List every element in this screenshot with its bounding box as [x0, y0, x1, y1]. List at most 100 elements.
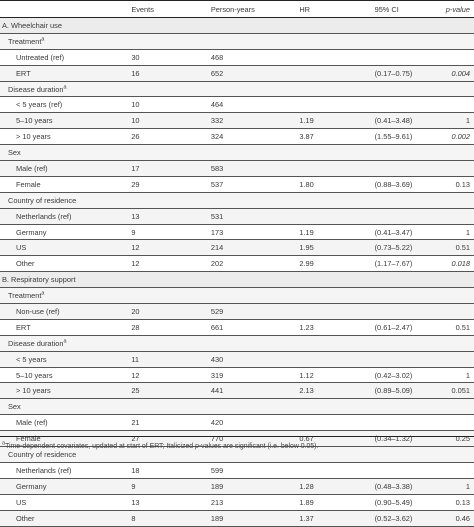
group-label-cell: Country of residence	[0, 192, 474, 209]
row-label: Germany	[0, 478, 132, 495]
cell-hr: 1.12	[299, 367, 375, 384]
cell-p-value	[436, 303, 474, 320]
cell-hr: 1.37	[299, 510, 375, 527]
cell-p-value: 1	[436, 224, 474, 241]
row-label: Non-use (ref)	[0, 303, 132, 320]
cell-ci: (0.41–3.48)	[374, 112, 437, 130]
row-label: Female	[0, 176, 132, 193]
header-person-years: Person-years	[210, 0, 300, 18]
cell-p-value: 0.002	[436, 128, 474, 146]
cell-events: 18	[131, 462, 211, 479]
cell-ci: (1.55–9.61)	[374, 128, 437, 146]
group-label: Disease duration	[8, 338, 64, 348]
table-row: Germany 9 173 1.19 (0.41–3.47) 1	[0, 224, 474, 241]
footnote-rule	[0, 436, 474, 437]
cell-ci: (0.89–5.09)	[374, 382, 437, 400]
group-row: Sex	[0, 398, 474, 416]
cell-person-years: 173	[210, 224, 300, 241]
cell-ci: (0.90–5.49)	[374, 494, 437, 511]
cell-person-years: 430	[210, 351, 300, 368]
cell-person-years: 202	[210, 255, 300, 273]
cell-hr	[299, 414, 375, 432]
cell-ci: (0.61–2.47)	[374, 319, 437, 336]
row-label: > 10 years	[0, 382, 132, 400]
cell-hr	[299, 351, 375, 368]
row-label: < 5 years	[0, 351, 132, 368]
cell-person-years: 189	[210, 510, 300, 527]
cell-events: 17	[131, 160, 211, 177]
cell-events: 21	[131, 414, 211, 432]
cell-ci	[374, 303, 437, 320]
cell-p-value: 1	[436, 367, 474, 384]
group-row: Treatmenta	[0, 287, 474, 305]
group-label-cell: Treatmenta	[0, 33, 474, 50]
group-label-sup: a	[63, 338, 67, 345]
table-row: Untreated (ref) 30 468	[0, 49, 474, 66]
cell-p-value: 0.13	[436, 494, 474, 511]
cell-person-years: 324	[210, 128, 300, 146]
cell-ci	[374, 351, 437, 368]
group-row: Treatmenta	[0, 33, 474, 50]
cell-person-years: 537	[210, 176, 300, 193]
cell-hr	[299, 65, 375, 82]
group-label: Treatment	[8, 291, 42, 301]
row-label: US	[0, 239, 132, 257]
row-label: Other	[0, 510, 132, 527]
cell-person-years: 464	[210, 96, 300, 114]
header-hr: HR	[299, 0, 375, 18]
cell-person-years: 661	[210, 319, 300, 336]
group-row: Sex	[0, 144, 474, 162]
cell-events: 13	[131, 494, 211, 511]
row-label: 5–10 years	[0, 112, 132, 130]
section-row: B. Respiratory support	[0, 271, 474, 289]
cell-events: 27	[131, 430, 211, 448]
cell-hr: 1.28	[299, 478, 375, 495]
table-header-row: Events Person-years HR 95% CI p-value	[0, 0, 474, 18]
section-row: A. Wheelchair use	[0, 17, 474, 34]
cell-events: 11	[131, 351, 211, 368]
cell-events: 12	[131, 367, 211, 384]
table-row: Female 27 770 0.67 (0.34–1.32) 0.25	[0, 430, 474, 448]
cell-p-value: 0.25	[436, 430, 474, 448]
cell-events: 29	[131, 176, 211, 193]
table-row: Male (ref) 17 583	[0, 160, 474, 177]
cell-person-years: 770	[210, 430, 300, 448]
cell-person-years: 420	[210, 414, 300, 432]
group-label-cell: Disease durationa	[0, 81, 474, 98]
group-row: Country of residence	[0, 192, 474, 209]
cell-events: 28	[131, 319, 211, 336]
cell-events: 9	[131, 224, 211, 241]
row-label: 5–10 years	[0, 367, 132, 384]
section-title: A. Wheelchair use	[0, 17, 474, 34]
group-label-sup: a	[41, 36, 45, 43]
row-label: Netherlands (ref)	[0, 462, 132, 479]
cell-ci	[374, 96, 437, 114]
cell-person-years: 583	[210, 160, 300, 177]
cell-p-value: 1	[436, 112, 474, 130]
cell-events: 10	[131, 96, 211, 114]
cell-hr	[299, 160, 375, 177]
cell-events: 26	[131, 128, 211, 146]
cell-events: 12	[131, 239, 211, 257]
table-row: > 10 years 26 324 3.87 (1.55–9.61) 0.002	[0, 128, 474, 146]
cell-ci	[374, 208, 437, 225]
table-row: Non-use (ref) 20 529	[0, 303, 474, 320]
table-row: < 5 years 11 430	[0, 351, 474, 368]
group-label: Country of residence	[8, 195, 77, 205]
cell-person-years: 441	[210, 382, 300, 400]
table-row: Other 12 202 2.99 (1.17–7.67) 0.018	[0, 255, 474, 273]
cell-p-value: 0.13	[436, 176, 474, 193]
cell-ci: (0.52–3.62)	[374, 510, 437, 527]
cell-person-years: 468	[210, 49, 300, 66]
cell-hr: 1.80	[299, 176, 375, 193]
cell-person-years: 213	[210, 494, 300, 511]
group-row: Disease durationa	[0, 81, 474, 98]
cell-hr: 2.13	[299, 382, 375, 400]
cell-person-years: 189	[210, 478, 300, 495]
table-row: 5–10 years 10 332 1.19 (0.41–3.48) 1	[0, 112, 474, 130]
row-label: US	[0, 494, 132, 511]
cell-person-years: 652	[210, 65, 300, 82]
group-label: Sex	[8, 402, 21, 412]
group-label: Disease duration	[8, 84, 64, 94]
cell-person-years: 599	[210, 462, 300, 479]
